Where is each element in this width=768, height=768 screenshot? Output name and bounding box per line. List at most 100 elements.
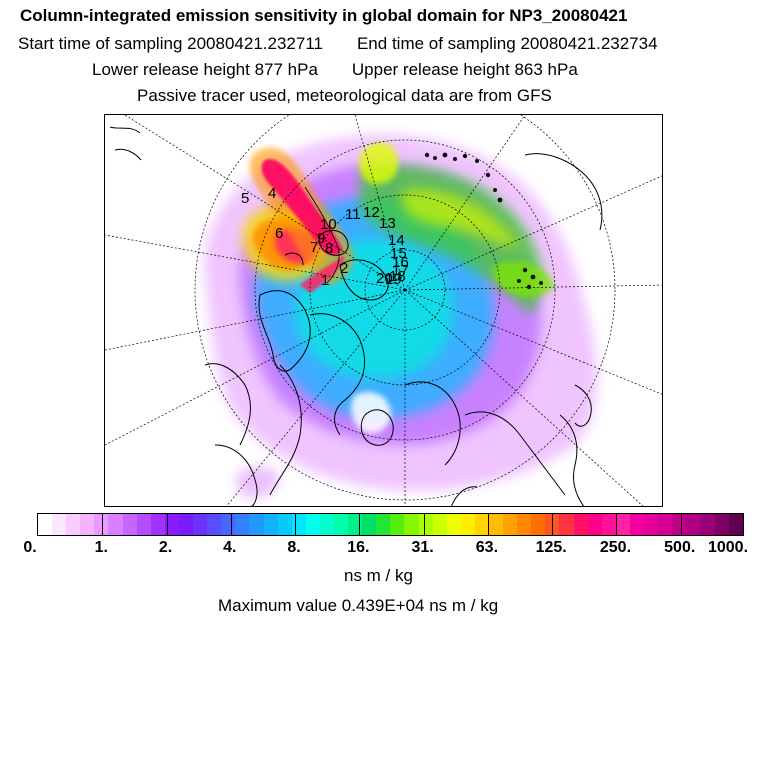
colorbar-tick-label: 0. — [23, 539, 37, 556]
colorbar-segment — [615, 514, 630, 535]
colorbar-segment — [94, 514, 109, 535]
colorbar-segment — [52, 514, 67, 535]
colorbar-segment — [263, 514, 278, 535]
upper-height-value: 863 hPa — [514, 60, 578, 79]
colorbar-segment — [404, 514, 419, 535]
colorbar-segment — [108, 514, 123, 535]
day-marker: 17 — [392, 262, 409, 279]
day-marker: 5 — [241, 190, 249, 207]
colorbar-segment — [629, 514, 645, 535]
day-marker: 9 — [317, 230, 325, 247]
colorbar-segment — [728, 514, 743, 535]
graticule — [105, 115, 662, 506]
colorbar-segment — [503, 514, 518, 535]
start-time-value: 20080421.232711 — [187, 34, 323, 53]
map-canvas: 1 2 4 5 6 7 8 9 10 11 12 13 14 15 16 17 … — [105, 115, 662, 506]
colorbar-tick — [423, 514, 425, 535]
day-marker: 8 — [325, 240, 333, 257]
colorbar-segment — [460, 514, 475, 535]
colorbar-tick-label: 250. — [599, 539, 632, 556]
day-marker: 18 — [389, 268, 406, 285]
colorbar-tick — [230, 514, 232, 535]
colorbar-tick-label: 500. — [664, 539, 696, 556]
colorbar-segment — [249, 514, 264, 535]
colorbar-segment — [333, 514, 349, 535]
day-marker: 13 — [379, 215, 396, 232]
day-marker: 19 — [385, 271, 402, 288]
colorbar-segment — [658, 514, 673, 535]
colorbar-tick-label: 1000. — [707, 539, 749, 556]
colorbar-segment — [305, 514, 320, 535]
colorbar-tick-label: 8. — [287, 539, 301, 556]
colorbar-tick-label: 31. — [411, 539, 434, 556]
colorbar-segment — [178, 514, 194, 535]
colorbar-segment — [164, 514, 179, 535]
colorbar-segment — [277, 514, 292, 535]
colorbar-tick-label: 63. — [475, 539, 499, 556]
tracer-note: Passive tracer used, meteorological data… — [137, 86, 552, 105]
maximum-value-number: 0.439E+04 ns m / kg — [341, 596, 499, 615]
colorbar-tick — [680, 514, 682, 535]
colorbar-segment — [601, 514, 616, 535]
colorbar-segment — [700, 514, 715, 535]
colorbar-tick-label: 1. — [94, 539, 108, 556]
colorbar-segment — [573, 514, 588, 535]
colorbar-tick — [487, 514, 489, 535]
end-time-value: 20080421.232734 — [520, 34, 658, 53]
colorbar-segment — [319, 514, 334, 535]
upper-height-label: Upper release height — [351, 60, 510, 79]
colorbar-tick-label: 125. — [535, 539, 567, 556]
lower-height-label: Lower release height — [92, 60, 250, 79]
day-marker: 10 — [320, 216, 337, 233]
colorbar-segment — [291, 514, 306, 535]
colorbar-segment — [235, 514, 250, 535]
colorbar-segment — [686, 514, 701, 535]
colorbar-segment — [193, 514, 208, 535]
release-heights: Lower release height 877 hPa Upper releas… — [92, 60, 578, 80]
plot-title: Column-integrated emission sensitivity i… — [20, 6, 628, 25]
colorbar-segment — [672, 514, 687, 535]
colorbar-tick — [359, 514, 361, 535]
colorbar-tick — [616, 514, 618, 535]
colorbar-segment — [221, 514, 236, 535]
colorbar-segment — [66, 514, 81, 535]
colorbar-segment — [207, 514, 222, 535]
colorbar-segment — [38, 514, 53, 535]
colorbar-segment — [644, 514, 659, 535]
colorbar-segment — [714, 514, 729, 535]
plume — [249, 147, 354, 293]
colorbar-segment — [150, 514, 165, 535]
colorbar-segment — [418, 514, 433, 535]
colorbar-segment — [517, 514, 532, 535]
end-time-label: End time of sampling — [356, 34, 516, 53]
sampling-times: Start time of sampling 20080421.232711 En… — [18, 34, 658, 54]
hotspots — [424, 152, 543, 290]
colorbar-tick-label: 4. — [223, 539, 237, 556]
day-marker: 11 — [345, 206, 361, 223]
colorbar-tick — [552, 514, 554, 535]
colorbar-segment — [587, 514, 602, 535]
day-marker: 14 — [388, 232, 405, 249]
colorbar-segment — [489, 514, 504, 535]
day-marker: 20 — [376, 270, 393, 287]
colorbar-segment — [559, 514, 574, 535]
sensitivity-map: 1 2 4 5 6 7 8 9 10 11 12 13 14 15 16 17 … — [104, 114, 663, 507]
colorbar-tick — [166, 514, 168, 535]
colorbar-tick — [102, 514, 104, 535]
colorbar-segment — [362, 514, 377, 535]
colorbar-tick-label: 2. — [158, 539, 173, 556]
colorbar-segment — [136, 514, 151, 535]
colorbar-segment — [474, 514, 489, 535]
colorbar-segment — [348, 514, 363, 535]
day-marker: 1 — [321, 272, 329, 289]
colorbar-segment — [122, 514, 137, 535]
day-marker: 2 — [340, 260, 348, 277]
colorbar-tick — [295, 514, 297, 535]
day-marker: 15 — [390, 245, 407, 262]
start-time-label: Start time of sampling — [18, 34, 183, 53]
lower-height-value: 877 hPa — [254, 60, 318, 79]
colorbar-segment — [80, 514, 95, 535]
coastlines — [109, 126, 603, 506]
colorbar-tick-label: 16. — [347, 539, 370, 556]
day-marker: 4 — [268, 185, 276, 202]
